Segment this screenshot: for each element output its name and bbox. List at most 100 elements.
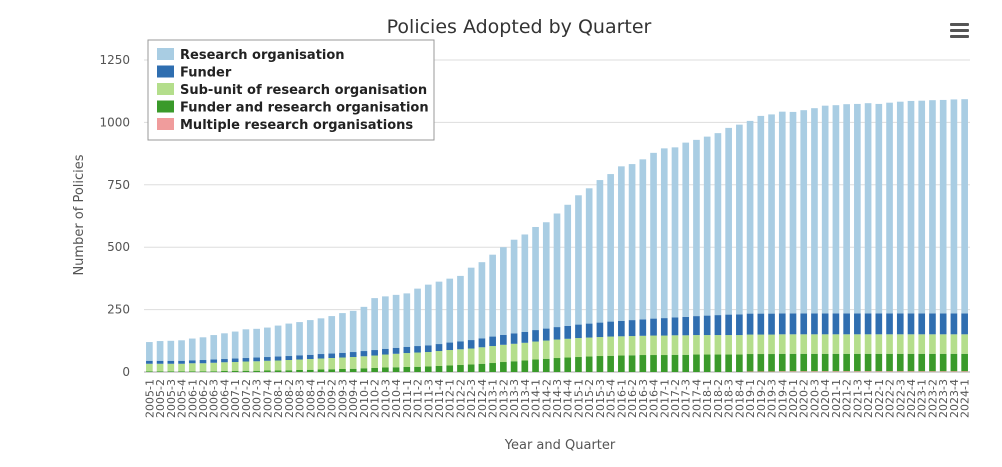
bar-segment[interactable]: [703, 354, 711, 372]
bar-segment[interactable]: [746, 313, 754, 335]
bar-segment[interactable]: [703, 315, 711, 336]
bar-segment[interactable]: [435, 351, 443, 367]
bar-segment[interactable]: [510, 361, 518, 372]
bar-segment[interactable]: [875, 313, 883, 335]
bar-segment[interactable]: [264, 327, 271, 358]
bar-segment[interactable]: [382, 348, 389, 355]
bar-segment[interactable]: [156, 371, 164, 372]
bar-segment[interactable]: [457, 275, 464, 342]
bar-segment[interactable]: [317, 358, 325, 370]
bar-segment[interactable]: [339, 313, 346, 353]
bar-segment[interactable]: [832, 334, 840, 354]
bar-segment[interactable]: [736, 124, 743, 315]
bar-segment[interactable]: [929, 371, 936, 372]
bar-segment[interactable]: [907, 100, 915, 314]
bar-segment[interactable]: [382, 367, 389, 372]
bar-segment[interactable]: [864, 353, 872, 372]
bar-segment[interactable]: [360, 306, 368, 352]
bar-segment[interactable]: [811, 371, 818, 372]
bar-segment[interactable]: [328, 358, 336, 370]
bar-segment[interactable]: [221, 359, 228, 363]
bar-segment[interactable]: [575, 338, 582, 358]
bar-segment[interactable]: [489, 336, 496, 347]
bar-segment[interactable]: [457, 349, 464, 366]
bar-segment[interactable]: [725, 335, 732, 355]
bar-segment[interactable]: [231, 371, 239, 372]
bar-segment[interactable]: [800, 353, 808, 372]
bar-segment[interactable]: [757, 354, 765, 372]
legend-item-label[interactable]: Funder: [180, 66, 232, 81]
bar-segment[interactable]: [435, 281, 443, 345]
bar-segment[interactable]: [950, 371, 958, 372]
bar-segment[interactable]: [596, 337, 604, 357]
bar-segment[interactable]: [178, 371, 185, 372]
bar-segment[interactable]: [961, 353, 968, 372]
bar-segment[interactable]: [768, 114, 775, 314]
bar-segment[interactable]: [886, 353, 893, 372]
bar-segment[interactable]: [714, 354, 722, 372]
bar-segment[interactable]: [864, 371, 872, 372]
bar-segment[interactable]: [306, 369, 314, 372]
bar-segment[interactable]: [918, 353, 926, 372]
bar-segment[interactable]: [178, 360, 185, 364]
bar-segment[interactable]: [682, 335, 690, 355]
bar-segment[interactable]: [843, 371, 850, 372]
bar-segment[interactable]: [939, 99, 947, 314]
bar-segment[interactable]: [489, 363, 496, 372]
bar-segment[interactable]: [907, 313, 915, 335]
bar-segment[interactable]: [564, 357, 572, 372]
bar-segment[interactable]: [671, 147, 679, 318]
bar-segment[interactable]: [736, 314, 743, 336]
bar-segment[interactable]: [467, 348, 475, 365]
bar-segment[interactable]: [306, 354, 314, 360]
bar-segment[interactable]: [607, 336, 614, 356]
bar-segment[interactable]: [532, 226, 539, 331]
bar-segment[interactable]: [553, 358, 561, 372]
bar-segment[interactable]: [221, 371, 228, 372]
bar-segment[interactable]: [414, 288, 421, 347]
bar-segment[interactable]: [542, 340, 550, 359]
bar-segment[interactable]: [371, 350, 378, 356]
bar-segment[interactable]: [253, 357, 260, 362]
bar-segment[interactable]: [789, 371, 797, 372]
bar-segment[interactable]: [703, 136, 711, 316]
bar-segment[interactable]: [553, 213, 561, 328]
bar-segment[interactable]: [821, 313, 829, 335]
legend-item-label[interactable]: Research organisation: [180, 48, 345, 63]
bar-segment[interactable]: [146, 342, 153, 361]
bar-segment[interactable]: [714, 133, 722, 316]
bar-segment[interactable]: [639, 335, 647, 356]
bar-segment[interactable]: [832, 371, 840, 372]
bar-segment[interactable]: [521, 234, 529, 332]
bar-segment[interactable]: [231, 362, 239, 372]
bar-segment[interactable]: [585, 356, 593, 372]
bar-segment[interactable]: [242, 361, 250, 371]
bar-segment[interactable]: [339, 352, 346, 358]
bar-segment[interactable]: [843, 353, 850, 372]
bar-segment[interactable]: [542, 328, 550, 341]
bar-segment[interactable]: [414, 366, 421, 372]
bar-segment[interactable]: [156, 341, 164, 361]
bar-segment[interactable]: [210, 335, 218, 360]
bar-segment[interactable]: [467, 340, 475, 349]
bar-segment[interactable]: [660, 335, 668, 356]
bar-segment[interactable]: [854, 103, 861, 314]
bar-segment[interactable]: [253, 328, 260, 358]
bar-segment[interactable]: [253, 370, 260, 372]
bar-segment[interactable]: [478, 347, 486, 364]
bar-segment[interactable]: [500, 362, 507, 372]
bar-segment[interactable]: [703, 335, 711, 355]
bar-segment[interactable]: [746, 354, 754, 372]
bar-segment[interactable]: [778, 353, 786, 372]
bar-segment[interactable]: [339, 369, 346, 372]
bar-segment[interactable]: [639, 355, 647, 372]
bar-segment[interactable]: [446, 365, 454, 372]
bar-segment[interactable]: [188, 371, 196, 372]
bar-segment[interactable]: [639, 159, 647, 320]
bar-segment[interactable]: [896, 353, 904, 372]
bar-segment[interactable]: [360, 351, 368, 357]
bar-segment[interactable]: [714, 335, 722, 355]
bar-segment[interactable]: [210, 359, 218, 363]
bar-segment[interactable]: [929, 353, 936, 372]
bar-segment[interactable]: [918, 313, 926, 335]
